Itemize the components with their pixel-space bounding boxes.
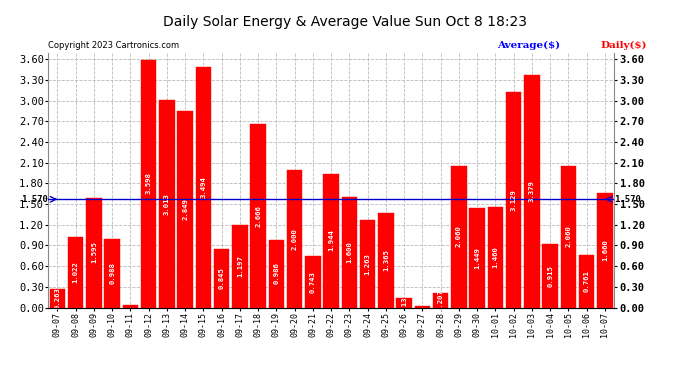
Bar — [250, 124, 266, 308]
Bar — [141, 60, 157, 308]
Text: 2.666: 2.666 — [255, 205, 262, 226]
Text: Copyright 2023 Cartronics.com: Copyright 2023 Cartronics.com — [48, 41, 179, 50]
Bar — [542, 244, 558, 308]
Text: 1.022: 1.022 — [72, 261, 79, 283]
Text: 3.013: 3.013 — [164, 193, 170, 214]
Bar — [305, 256, 321, 307]
Bar — [123, 304, 138, 307]
Bar — [378, 213, 394, 308]
Bar — [232, 225, 248, 308]
Bar — [86, 198, 101, 308]
Bar — [561, 165, 576, 308]
Bar — [104, 239, 120, 308]
Bar — [214, 249, 230, 308]
Bar — [524, 75, 540, 308]
Bar — [342, 197, 357, 308]
Text: 3.494: 3.494 — [200, 176, 206, 198]
Bar — [415, 306, 431, 308]
Text: 1.570: 1.570 — [614, 195, 641, 204]
Bar — [159, 100, 175, 308]
Bar — [324, 174, 339, 308]
Text: 0.263: 0.263 — [55, 288, 61, 309]
Bar — [506, 92, 522, 308]
Bar — [579, 255, 595, 308]
Bar — [268, 240, 284, 308]
Text: 2.000: 2.000 — [292, 228, 297, 249]
Text: 0.988: 0.988 — [109, 262, 115, 284]
Text: 0.207: 0.207 — [437, 290, 444, 311]
Bar — [50, 290, 65, 308]
Text: 0.761: 0.761 — [584, 270, 590, 292]
Text: 1.660: 1.660 — [602, 239, 608, 261]
Text: 1.570: 1.570 — [21, 195, 48, 204]
Bar — [360, 220, 375, 308]
Text: 1.263: 1.263 — [365, 253, 371, 275]
Text: 3.598: 3.598 — [146, 172, 152, 195]
Text: 3.379: 3.379 — [529, 180, 535, 202]
Text: 2.060: 2.060 — [566, 226, 571, 248]
Text: 1.365: 1.365 — [383, 249, 389, 272]
Bar — [433, 293, 448, 308]
Text: 1.600: 1.600 — [346, 242, 353, 263]
Bar — [488, 207, 503, 308]
Bar — [177, 111, 193, 308]
Text: 2.849: 2.849 — [182, 198, 188, 220]
Text: Daily($): Daily($) — [600, 41, 647, 50]
Text: 1.944: 1.944 — [328, 230, 334, 252]
Text: 1.460: 1.460 — [493, 246, 498, 268]
Text: 0.131: 0.131 — [401, 292, 407, 314]
Text: 1.595: 1.595 — [91, 242, 97, 264]
Bar — [397, 298, 412, 307]
Text: 0.915: 0.915 — [547, 265, 553, 287]
Text: 0.743: 0.743 — [310, 271, 316, 293]
Text: 1.449: 1.449 — [474, 247, 480, 268]
Text: Average($): Average($) — [497, 41, 560, 50]
Bar — [469, 208, 485, 308]
Bar — [196, 67, 211, 308]
Bar — [68, 237, 83, 308]
Bar — [287, 170, 302, 308]
Text: 1.197: 1.197 — [237, 255, 243, 277]
Bar — [451, 165, 466, 308]
Text: Daily Solar Energy & Average Value Sun Oct 8 18:23: Daily Solar Energy & Average Value Sun O… — [163, 15, 527, 29]
Text: 0.986: 0.986 — [273, 262, 279, 285]
Bar — [598, 193, 613, 308]
Text: 0.845: 0.845 — [219, 267, 225, 290]
Text: 3.129: 3.129 — [511, 189, 517, 211]
Text: 2.060: 2.060 — [456, 226, 462, 248]
